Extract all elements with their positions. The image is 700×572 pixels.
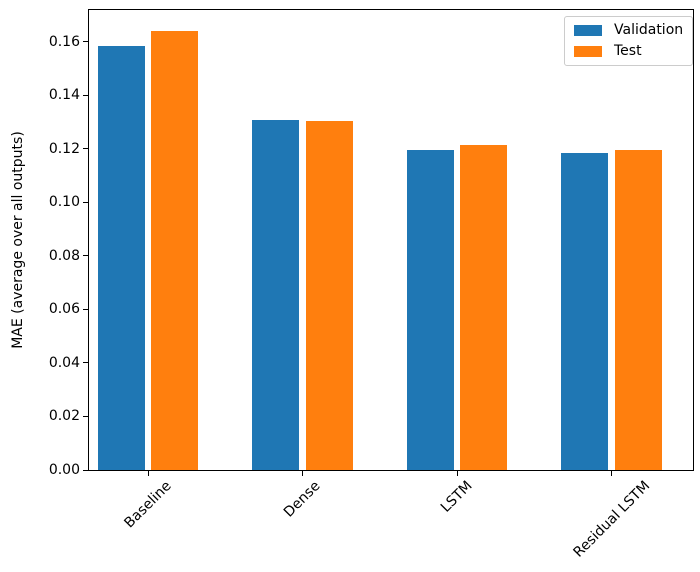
legend-swatch-validation-icon	[574, 25, 602, 36]
y-tick-mark	[83, 362, 88, 364]
y-tick-label: 0.16	[48, 33, 80, 50]
y-tick-mark	[83, 415, 88, 417]
y-tick-label: 0.08	[48, 247, 80, 264]
legend-label-test: Test	[614, 43, 642, 59]
bar-validation-baseline	[97, 45, 145, 470]
bar-validation-residual-lstm	[561, 153, 609, 470]
x-tick-mark	[147, 471, 149, 476]
y-axis-label: MAE (average over all outputs)	[10, 131, 26, 349]
x-tick-mark	[611, 471, 612, 476]
x-tick-label: LSTM	[438, 478, 477, 516]
y-tick-label: 0.12	[48, 140, 80, 157]
y-tick-mark	[83, 255, 88, 257]
x-tick-label: Baseline	[121, 478, 175, 532]
y-tick-label: 0.06	[48, 301, 80, 318]
bar-test-residual-lstm	[614, 150, 662, 470]
y-tick-mark	[83, 201, 88, 203]
x-tick-label: Residual LSTM	[570, 478, 653, 561]
legend-item-test: Test	[574, 43, 683, 60]
y-tick-label: 0.10	[48, 194, 80, 211]
y-tick-label: 0.04	[48, 354, 80, 371]
y-tick-mark	[83, 41, 88, 43]
bar-test-lstm	[460, 145, 508, 470]
legend: Validation Test	[564, 16, 694, 66]
bar-validation-dense	[252, 120, 300, 470]
legend-swatch-test-icon	[574, 46, 602, 57]
y-tick-mark	[83, 94, 88, 96]
bar-test-baseline	[151, 30, 199, 470]
bar-validation-lstm	[406, 149, 454, 470]
y-tick-mark	[83, 148, 88, 150]
legend-item-validation: Validation	[574, 22, 683, 39]
bar-test-dense	[305, 121, 353, 470]
x-tick-mark	[302, 471, 303, 476]
legend-label-validation: Validation	[614, 22, 684, 38]
y-tick-label: 0.00	[48, 462, 80, 478]
y-tick-mark	[83, 469, 88, 471]
y-tick-label: 0.14	[48, 87, 80, 104]
y-tick-label: 0.02	[48, 408, 80, 425]
x-tick-label: Dense	[281, 478, 324, 521]
y-tick-mark	[83, 308, 88, 310]
x-tick-mark	[456, 471, 458, 476]
